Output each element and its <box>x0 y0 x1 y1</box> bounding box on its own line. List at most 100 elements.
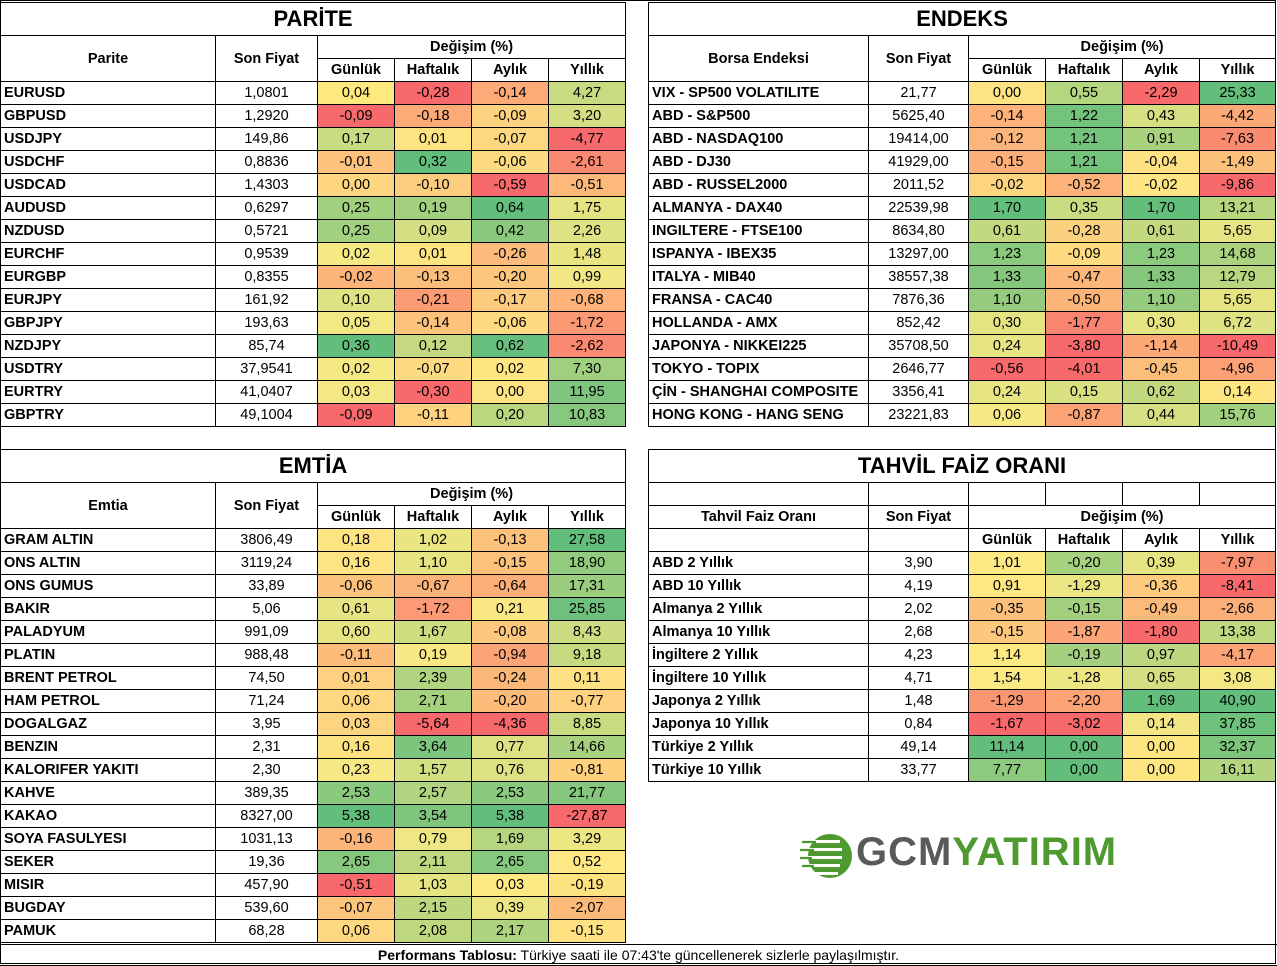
table-row: HONG KONG - HANG SENG 23221,83 0,06 -0,87 0,… <box>648 403 1277 427</box>
table-row: TOKYO - TOPIX 2646,77 -0,56 -4,01 -0,45 -4,96 <box>648 357 1277 381</box>
change-cell: 27,58 <box>547 528 627 552</box>
row-name: SEKER <box>0 850 216 874</box>
row-price: 539,60 <box>215 896 318 920</box>
table-row: Japonya 10 Yıllık 0,84 -1,67 -3,02 0,14 37,85 <box>648 712 1277 736</box>
table-row: EURUSD 1,0801 0,04 -0,28 -0,14 4,27 <box>0 81 627 105</box>
row-price: 33,89 <box>215 574 318 598</box>
change-cell: -1,28 <box>1045 666 1123 690</box>
change-cell: -0,11 <box>394 403 472 427</box>
table-row: USDJPY 149,86 0,17 0,01 -0,07 -4,77 <box>0 127 627 151</box>
parite-title-row: PARİTE <box>0 2 627 36</box>
row-name: USDCAD <box>0 173 216 197</box>
subheader-row: Günlük Haftalık Aylık Yıllık <box>649 58 1277 82</box>
tahvil-table: TAHVİL FAİZ ORANI Tahvil Faiz Oranı Son Fi… <box>647 449 1277 782</box>
tahvil-title-row: TAHVİL FAİZ ORANI <box>647 449 1277 483</box>
change-cell: 0,02 <box>471 357 549 381</box>
row-name: ABD - RUSSEL2000 <box>648 173 869 197</box>
change-cell: 0,62 <box>1122 380 1200 404</box>
table-row: DOGALGAZ 3,95 0,03 -5,64 -4,36 8,85 <box>0 712 627 736</box>
footer-label: Performans Tablosu: <box>377 947 517 963</box>
change-cell: 0,00 <box>1122 735 1200 759</box>
change-cell: 0,06 <box>968 403 1046 427</box>
change-cell: -0,15 <box>471 551 549 575</box>
table-row: ISPANYA - IBEX35 13297,00 1,23 -0,09 1,23 14,… <box>648 242 1277 266</box>
row-name: GBPTRY <box>0 403 216 427</box>
empty-cell <box>968 482 1046 506</box>
change-cell: 0,32 <box>394 150 472 174</box>
table-row: ABD - S&P500 5625,40 -0,14 1,22 0,43 -4,42 <box>648 104 1277 128</box>
table-row: SEKER 19,36 2,65 2,11 2,65 0,52 <box>0 850 627 874</box>
change-cell: -0,02 <box>968 173 1046 197</box>
change-cell: 0,30 <box>968 311 1046 335</box>
change-cell: -0,02 <box>317 265 395 289</box>
change-cell: 0,97 <box>1122 643 1200 667</box>
column-header-change: Değişim (%) <box>967 505 1277 529</box>
row-name: BENZIN <box>0 735 216 759</box>
change-cell: -0,30 <box>394 380 472 404</box>
column-header-change: Değişim (%) <box>316 35 627 59</box>
column-header-period: Günlük <box>317 505 395 529</box>
column-header-period: Yıllık <box>1198 58 1277 82</box>
change-cell: 0,09 <box>394 219 472 243</box>
column-header-price: Son Fiyat <box>215 482 318 529</box>
subheader-row: Günlük Haftalık Aylık Yıllık <box>1 58 627 82</box>
row-price: 22539,98 <box>868 196 969 220</box>
change-cell: 2,08 <box>394 919 472 943</box>
row-price: 457,90 <box>215 873 318 897</box>
table-row: ABD - DJ30 41929,00 -0,15 1,21 -0,04 -1,49 <box>648 150 1277 174</box>
column-header-name: Borsa Endeksi <box>648 35 869 82</box>
table-row: BRENT PETROL 74,50 0,01 2,39 -0,24 0,11 <box>0 666 627 690</box>
row-price: 2,68 <box>868 620 969 644</box>
change-cell: 0,60 <box>317 620 395 644</box>
row-price: 33,77 <box>868 758 969 782</box>
column-header-period: Haftalık <box>1045 528 1123 552</box>
row-name: BRENT PETROL <box>0 666 216 690</box>
change-cell: 14,68 <box>1198 242 1277 266</box>
table-row: ABD 2 Yıllık 3,90 1,01 -0,20 0,39 -7,97 <box>648 551 1277 575</box>
change-cell: 0,61 <box>1122 219 1200 243</box>
change-cell: -0,81 <box>547 758 627 782</box>
row-price: 3,90 <box>868 551 969 575</box>
empty-cell <box>648 528 869 552</box>
change-cell: 1,33 <box>968 265 1046 289</box>
row-price: 5625,40 <box>868 104 969 128</box>
change-cell: -1,67 <box>968 712 1046 736</box>
change-cell: -0,28 <box>1045 219 1123 243</box>
change-cell: -0,14 <box>471 81 549 105</box>
change-cell: 1,21 <box>1045 150 1123 174</box>
column-header-period: Aylık <box>1122 58 1200 82</box>
table-row: Almanya 10 Yıllık 2,68 -0,15 -1,87 -1,80 13,3… <box>648 620 1277 644</box>
row-price: 37,9541 <box>215 357 318 381</box>
row-price: 389,35 <box>215 781 318 805</box>
column-header-name: Parite <box>0 35 216 82</box>
endeks-table: ENDEKS Borsa Endeksi Son Fiyat Değişim (%) G… <box>647 2 1277 427</box>
change-cell: 1,01 <box>968 551 1046 575</box>
change-cell: -2,62 <box>547 334 627 358</box>
change-cell: 13,38 <box>1198 620 1277 644</box>
row-price: 852,42 <box>868 311 969 335</box>
change-cell: -1,72 <box>394 597 472 621</box>
row-price: 1,2920 <box>215 104 318 128</box>
table-row: AUDUSD 0,6297 0,25 0,19 0,64 1,75 <box>0 196 627 220</box>
change-cell: -0,24 <box>471 666 549 690</box>
change-cell: -0,19 <box>547 873 627 897</box>
row-price: 2,30 <box>215 758 318 782</box>
column-header-period: Haftalık <box>1045 58 1123 82</box>
change-cell: -0,14 <box>968 104 1046 128</box>
change-cell: 40,90 <box>1198 689 1277 713</box>
column-header-price: Son Fiyat <box>215 35 318 82</box>
row-name: TOKYO - TOPIX <box>648 357 869 381</box>
change-cell: -4,77 <box>547 127 627 151</box>
row-name: GRAM ALTIN <box>0 528 216 552</box>
change-cell: -1,29 <box>968 689 1046 713</box>
change-cell: 0,91 <box>1122 127 1200 151</box>
change-cell: -27,87 <box>547 804 627 828</box>
change-cell: 2,11 <box>394 850 472 874</box>
header-row: Tahvil Faiz Oranı Son Fiyat Değişim (%) <box>648 505 1277 529</box>
table-row: PALADYUM 991,09 0,60 1,67 -0,08 8,43 <box>0 620 627 644</box>
change-cell: 37,85 <box>1198 712 1277 736</box>
row-price: 3119,24 <box>215 551 318 575</box>
change-cell: -0,35 <box>968 597 1046 621</box>
row-name: SOYA FASULYESI <box>0 827 216 851</box>
change-cell: 0,79 <box>394 827 472 851</box>
